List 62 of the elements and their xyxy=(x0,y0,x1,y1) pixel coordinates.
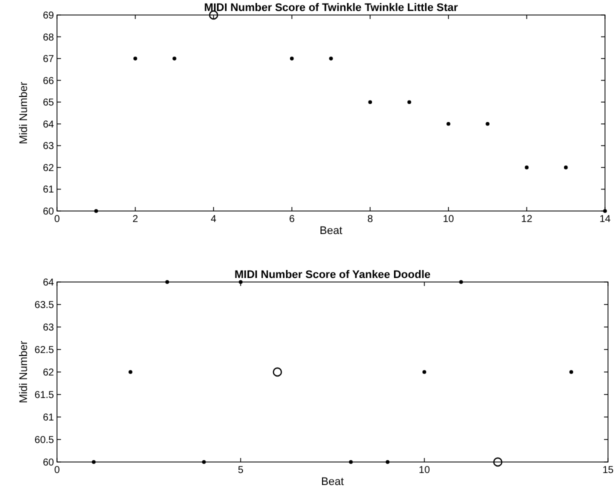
point xyxy=(290,56,294,60)
point xyxy=(128,370,132,374)
x-tick-label: 6 xyxy=(289,214,296,225)
y-tick-label: 60 xyxy=(42,206,54,218)
x-tick-label: 8 xyxy=(367,214,374,225)
x-tick-label: 0 xyxy=(54,214,60,225)
point xyxy=(459,280,463,284)
point xyxy=(422,370,426,374)
y-tick-label: 60 xyxy=(42,458,54,468)
y-axis-title: Midi Number xyxy=(18,81,30,144)
point xyxy=(272,367,282,377)
x-tick-label: 12 xyxy=(521,214,533,225)
y-tick-label: 65 xyxy=(42,98,54,109)
point xyxy=(94,209,98,213)
point xyxy=(493,457,502,467)
y-tick-label: 61 xyxy=(42,412,54,424)
y-tick-label: 62.5 xyxy=(34,345,54,356)
x-tick-label: 4 xyxy=(210,214,217,225)
x-tick-label: 10 xyxy=(442,214,454,225)
point xyxy=(92,460,96,464)
point xyxy=(172,56,176,60)
x-tick-label: 2 xyxy=(132,214,139,225)
point xyxy=(407,100,412,104)
x-tick-label: 15 xyxy=(602,465,614,476)
y-axis-title: Midi Number xyxy=(18,340,30,404)
y-tick-label: 64 xyxy=(42,278,54,288)
point xyxy=(524,166,529,170)
y-tick-label: 69 xyxy=(42,10,54,22)
y-tick-label: 63 xyxy=(42,322,54,334)
point xyxy=(133,56,138,60)
y-tick-label: 63.5 xyxy=(34,300,54,311)
point xyxy=(348,460,353,464)
y-tick-label: 67 xyxy=(42,54,54,66)
point xyxy=(564,166,568,170)
chart-title: MIDI Number Score of Yankee Doodle xyxy=(234,269,431,281)
point xyxy=(446,122,450,126)
x-tick-label: 14 xyxy=(599,214,611,225)
y-tick-label: 61.5 xyxy=(34,390,54,401)
y-tick-label: 61 xyxy=(42,184,54,196)
x-tick-label: 10 xyxy=(418,465,430,476)
point xyxy=(208,10,218,20)
y-tick-label: 62 xyxy=(42,162,54,174)
y-tick-label: 66 xyxy=(42,76,54,87)
point xyxy=(165,280,170,284)
y-tick-label: 63 xyxy=(42,141,54,152)
y-tick-label: 60.5 xyxy=(34,435,54,446)
point xyxy=(603,209,607,213)
y-tick-label: 68 xyxy=(42,32,54,44)
point xyxy=(202,460,206,464)
point xyxy=(238,280,243,284)
x-axis-title: Beat xyxy=(321,476,344,488)
point xyxy=(329,56,333,60)
point xyxy=(368,100,372,104)
x-axis-title: Beat xyxy=(320,225,342,237)
point xyxy=(386,460,390,464)
point xyxy=(486,122,490,126)
x-tick-label: 5 xyxy=(238,465,244,476)
x-tick-label: 0 xyxy=(54,465,60,476)
y-tick-label: 62 xyxy=(42,368,54,378)
y-tick-label: 64 xyxy=(42,119,54,130)
point xyxy=(569,370,574,374)
chart-title: MIDI Number Score of Twinkle Twinkle Little Star xyxy=(204,2,459,14)
